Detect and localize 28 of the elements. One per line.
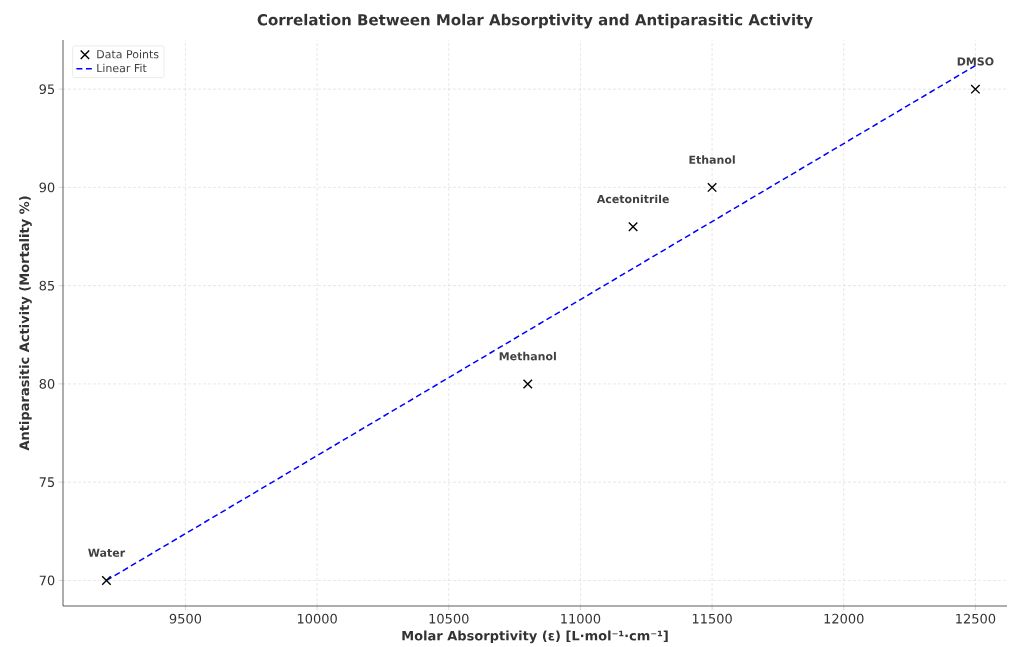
x-tick-label: 9500: [169, 614, 202, 624]
annotation: DMSO: [957, 57, 994, 66]
legend-label: Data Points: [97, 50, 159, 59]
y-axis-title: Antiparasitic Activity (Mortality %): [19, 196, 32, 451]
point: [101, 575, 112, 586]
point: [522, 379, 533, 390]
y-tick-label: 90: [39, 182, 55, 193]
x-tick-label: 10000: [297, 614, 337, 624]
y-tick-label: 80: [39, 379, 55, 390]
y-tick-label: 95: [39, 84, 55, 95]
annotation: Ethanol: [689, 155, 735, 165]
y-tick-label: 85: [39, 280, 55, 291]
point: [707, 182, 718, 193]
point: [970, 84, 981, 95]
x-axis-title: Molar Absorptivity (ε) [L·mol⁻¹·cm⁻¹]: [402, 630, 668, 644]
x-tick-label: 12500: [956, 614, 996, 624]
x-tick-label: 12000: [824, 614, 864, 624]
x-tick-label: 11500: [692, 614, 732, 624]
y-tick-label: 75: [39, 477, 55, 488]
annotation: Methanol: [499, 352, 556, 361]
y-tick-label: 70: [39, 575, 55, 586]
legend-label: Linear Fit: [97, 63, 147, 73]
chart-title: Correlation Between Molar Absorptivity and Antiparasitic Activity: [257, 14, 813, 29]
annotation: Acetonitrile: [596, 194, 669, 204]
point: [628, 222, 639, 232]
annotation: Water: [88, 548, 126, 558]
x-tick-label: 11000: [561, 614, 601, 624]
x-tick-label: 10500: [429, 614, 469, 624]
